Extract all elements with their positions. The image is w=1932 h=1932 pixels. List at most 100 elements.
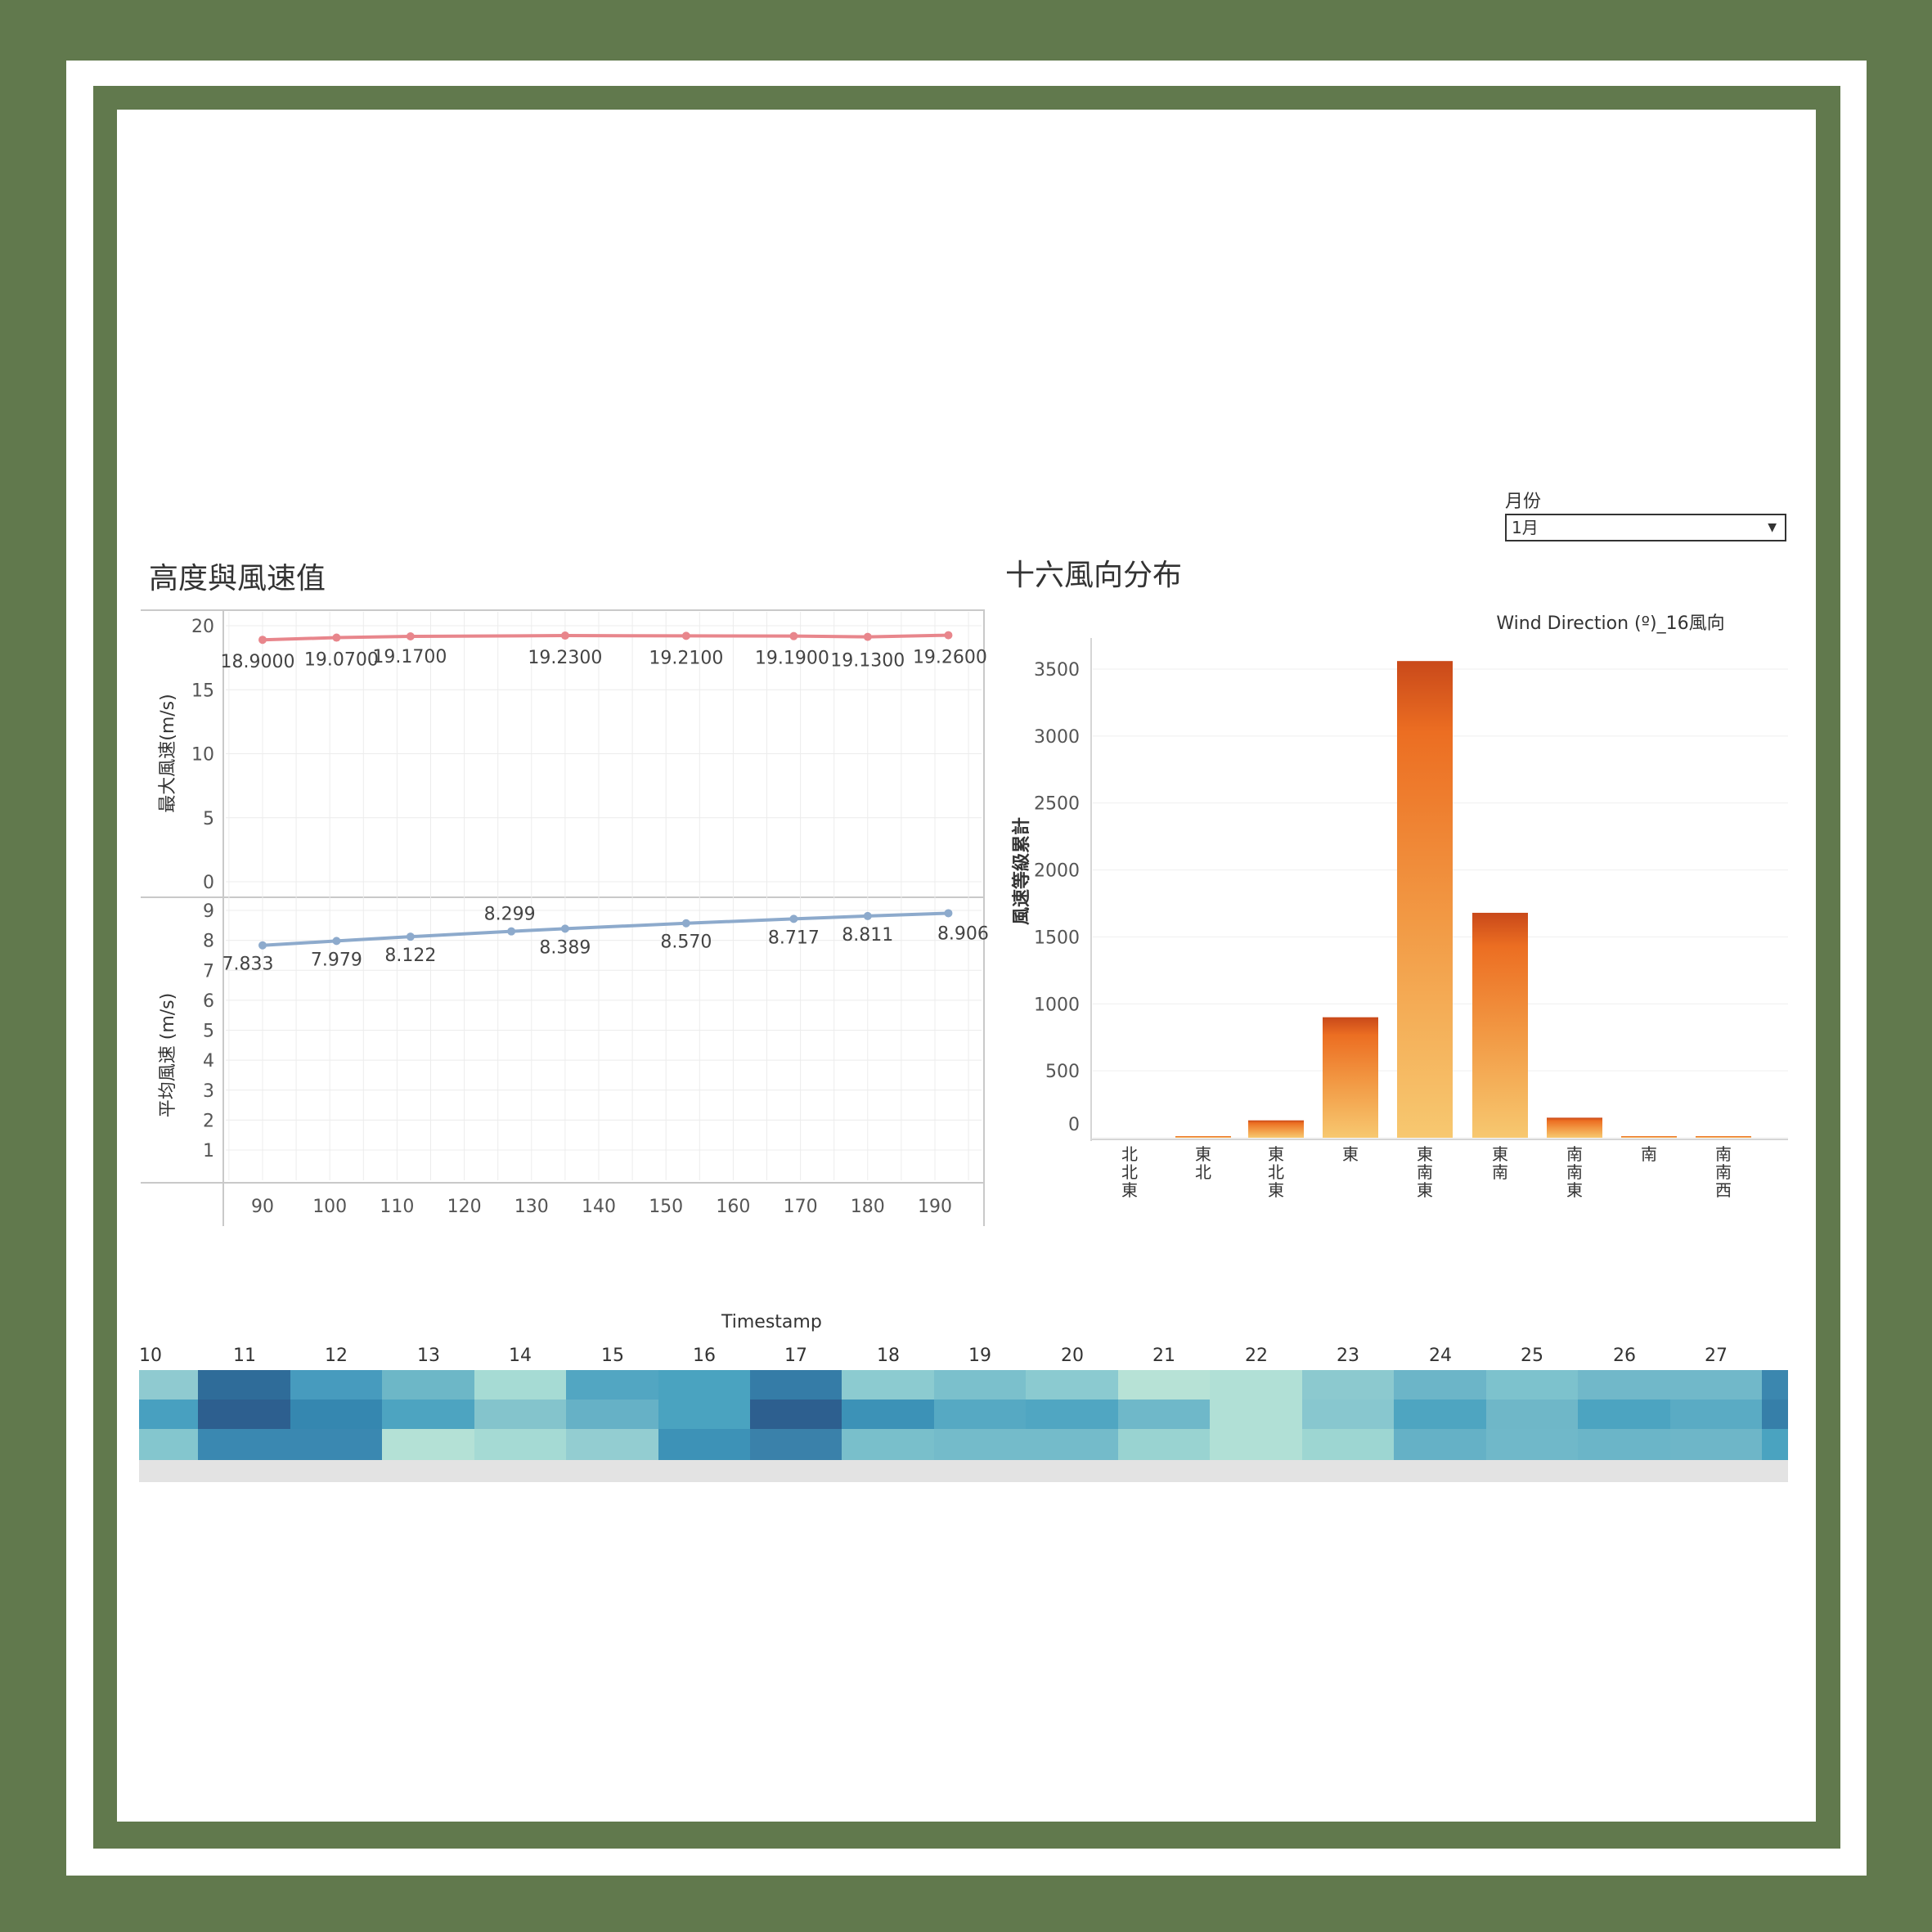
heatmap-cell <box>290 1429 382 1460</box>
heatmap-cell <box>750 1429 842 1460</box>
bottom-y-tick-label: 3 <box>203 1081 214 1102</box>
bottom-y-tick-label: 9 <box>203 901 214 922</box>
heatmap-cell <box>842 1429 934 1460</box>
max-speed-label: 19.0700 <box>304 650 379 671</box>
heatmap-cell <box>1302 1400 1394 1429</box>
max-speed-label: 18.9000 <box>221 652 295 672</box>
heatmap-cell <box>566 1429 658 1460</box>
max-speed-label: 19.1700 <box>372 647 447 667</box>
heatmap-cell <box>1394 1370 1486 1400</box>
bottom-y-axis-title: 平均風速 (m/s) <box>158 993 178 1117</box>
bar-category-label-char: 南 <box>1492 1162 1508 1182</box>
heatmap-cell <box>1762 1429 1788 1460</box>
avg-speed-point <box>863 911 872 920</box>
heatmap-column-label: 26 <box>1613 1346 1636 1366</box>
heatmap-column-label: 22 <box>1245 1346 1268 1366</box>
heatmap-cell <box>934 1370 1026 1400</box>
avg-speed-point <box>406 932 415 941</box>
line-chart-mid-rule <box>141 896 985 898</box>
x-tick-label: 150 <box>649 1197 683 1217</box>
bottom-y-tick-label: 7 <box>203 961 214 982</box>
heatmap-cell <box>1486 1370 1578 1400</box>
bar-category-label-char: 東 <box>1417 1180 1433 1200</box>
heatmap-cell <box>658 1429 750 1460</box>
heatmap-column-label: 10 <box>139 1346 162 1366</box>
bottom-y-tick-label: 6 <box>203 991 214 1012</box>
heatmap-cell <box>474 1429 566 1460</box>
bar-category-label-char: 南 <box>1715 1162 1732 1182</box>
bar-y-tick-label: 0 <box>1068 1115 1080 1135</box>
heatmap-cell <box>934 1400 1026 1429</box>
heatmap-cell <box>382 1400 474 1429</box>
heatmap-cell <box>1302 1429 1394 1460</box>
max-speed-label: 19.2600 <box>913 648 987 668</box>
avg-speed-label: 8.811 <box>842 925 893 946</box>
heatmap-cell <box>198 1429 290 1460</box>
bar-category-label-char: 東 <box>1492 1144 1508 1164</box>
heatmap-cell <box>290 1370 382 1400</box>
line-chart-left-rule <box>222 609 224 1226</box>
heatmap-cell <box>1670 1400 1762 1429</box>
bar-category-label-char: 北 <box>1268 1162 1284 1182</box>
heatmap-cell <box>198 1400 290 1429</box>
avg-speed-point <box>258 941 267 950</box>
max-speed-label: 19.2300 <box>528 648 602 668</box>
heatmap-cell <box>382 1429 474 1460</box>
avg-speed-point <box>332 937 341 946</box>
bottom-y-tick-label: 1 <box>203 1141 214 1161</box>
avg-speed-label: 7.979 <box>311 950 362 970</box>
month-select-value: 1月 <box>1512 518 1539 537</box>
heatmap-column-label: 19 <box>968 1346 991 1366</box>
heatmap-cell <box>1302 1370 1394 1400</box>
max-speed-point <box>863 632 872 641</box>
top-y-tick-label: 15 <box>191 681 214 701</box>
heatmap-cell <box>1210 1400 1302 1429</box>
bar-category-label-char: 南 <box>1641 1144 1657 1164</box>
heatmap-cell <box>1578 1370 1670 1400</box>
bar-東北 <box>1175 1136 1231 1138</box>
heatmap-column-label: 21 <box>1152 1346 1175 1366</box>
bottom-y-tick-label: 8 <box>203 932 214 952</box>
x-tick-label: 190 <box>918 1197 952 1217</box>
heatmap-cell <box>658 1400 750 1429</box>
max-speed-point <box>560 631 569 640</box>
heatmap-column-label: 15 <box>601 1346 624 1366</box>
heatmap-cell <box>139 1429 198 1460</box>
heatmap-column-label: 17 <box>784 1346 807 1366</box>
heatmap-cell <box>1578 1429 1670 1460</box>
bar-category-label-char: 東 <box>1566 1180 1583 1200</box>
heatmap-cell <box>842 1370 934 1400</box>
bar-y-axis-title: 風速等級累計 <box>1011 817 1032 925</box>
heatmap-cell <box>1118 1429 1210 1460</box>
max-speed-line <box>262 633 949 642</box>
max-speed-label: 19.1300 <box>830 651 905 672</box>
x-tick-label: 140 <box>582 1197 616 1217</box>
heatmap-column-label: 24 <box>1429 1346 1452 1366</box>
heatmap-cell <box>934 1429 1026 1460</box>
heatmap-cell <box>566 1400 658 1429</box>
heatmap-cell <box>1026 1429 1118 1460</box>
heatmap-cell <box>658 1370 750 1400</box>
x-tick-label: 130 <box>514 1197 549 1217</box>
bar-東南東 <box>1397 661 1453 1138</box>
bar-南南東 <box>1547 1117 1602 1138</box>
x-tick-label: 110 <box>380 1197 414 1217</box>
top-y-tick-label: 10 <box>191 745 214 766</box>
line-chart-title: 高度與風速值 <box>149 562 326 595</box>
bar-category-label-char: 東 <box>1268 1180 1284 1200</box>
chevron-down-icon: ▼ <box>1768 521 1777 534</box>
max-speed-point <box>332 633 341 642</box>
bar-category-label-char: 北 <box>1121 1144 1138 1164</box>
line-chart-right-rule <box>983 609 985 1226</box>
avg-speed-label: 8.570 <box>660 932 712 953</box>
heatmap-cell <box>1210 1370 1302 1400</box>
max-speed-label: 19.1900 <box>755 649 829 669</box>
heatmap-cell <box>1486 1400 1578 1429</box>
avg-speed-point <box>507 927 516 936</box>
bar-y-tick-label: 3500 <box>1034 660 1080 681</box>
heatmap-cell <box>198 1370 290 1400</box>
heatmap-cell <box>842 1400 934 1429</box>
avg-speed-label: 8.717 <box>768 928 820 948</box>
month-select[interactable]: 1月 ▼ <box>1505 514 1786 541</box>
heatmap-column-label: 12 <box>325 1346 348 1366</box>
